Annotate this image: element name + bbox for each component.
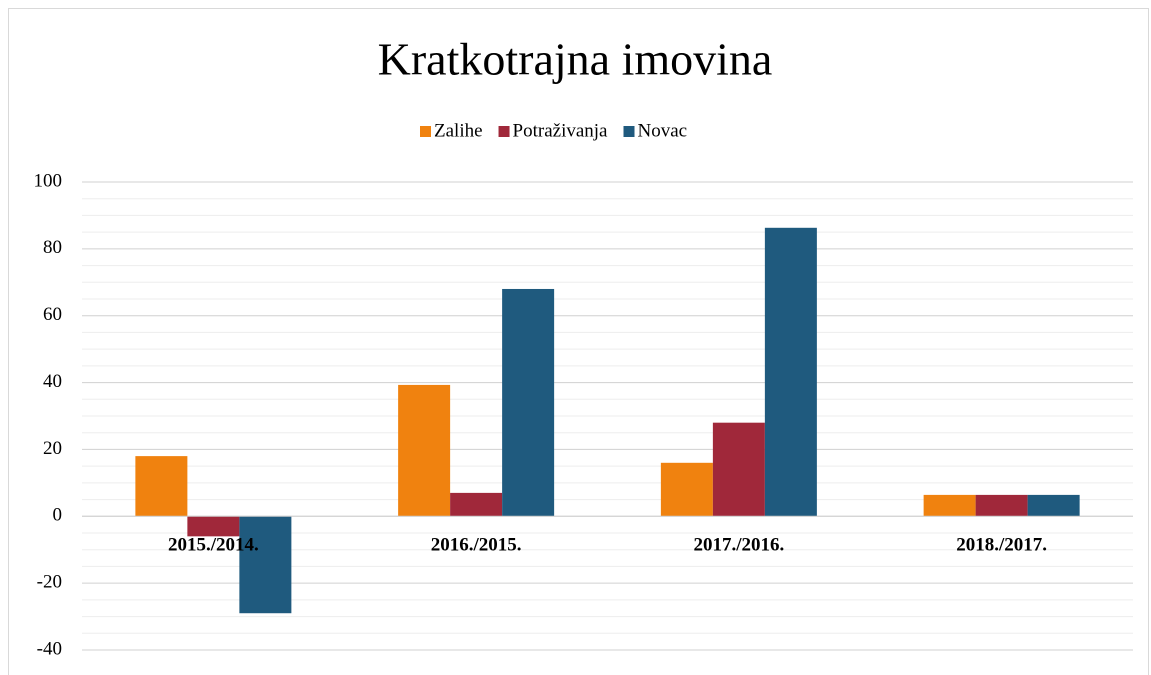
chart-border xyxy=(8,8,1149,675)
bar xyxy=(502,288,555,517)
bar xyxy=(1027,494,1080,517)
y-tick-label: 40 xyxy=(43,371,62,392)
bar xyxy=(712,422,765,517)
x-tick-label: 2017./2016. xyxy=(693,534,784,555)
legend-swatch xyxy=(623,126,635,137)
y-tick-label: 20 xyxy=(43,438,62,459)
y-tick-label: 100 xyxy=(34,170,63,191)
bar xyxy=(450,492,503,517)
legend-label: Zalihe xyxy=(434,120,483,141)
chart-title: Kratkotrajna imovina xyxy=(378,34,773,85)
x-tick-label: 2016./2015. xyxy=(431,534,522,555)
y-tick-label: -20 xyxy=(37,572,62,593)
legend-swatch xyxy=(498,126,510,137)
x-tick-label: 2018./2017. xyxy=(956,534,1047,555)
y-tick-label: 80 xyxy=(43,237,62,258)
y-tick-label: 60 xyxy=(43,304,62,325)
y-tick-label: 0 xyxy=(53,505,63,526)
bar xyxy=(660,462,713,517)
bar xyxy=(398,384,451,517)
bar xyxy=(187,516,240,537)
x-tick-label: 2015./2014. xyxy=(168,534,259,555)
bar xyxy=(975,494,1028,517)
bar xyxy=(135,456,188,517)
bar xyxy=(239,516,292,614)
legend-label: Potraživanja xyxy=(513,120,609,141)
legend-label: Novac xyxy=(638,120,688,141)
legend-swatch xyxy=(420,126,431,137)
y-tick-label: -40 xyxy=(37,638,62,659)
bar xyxy=(923,494,976,517)
bar xyxy=(764,227,817,517)
